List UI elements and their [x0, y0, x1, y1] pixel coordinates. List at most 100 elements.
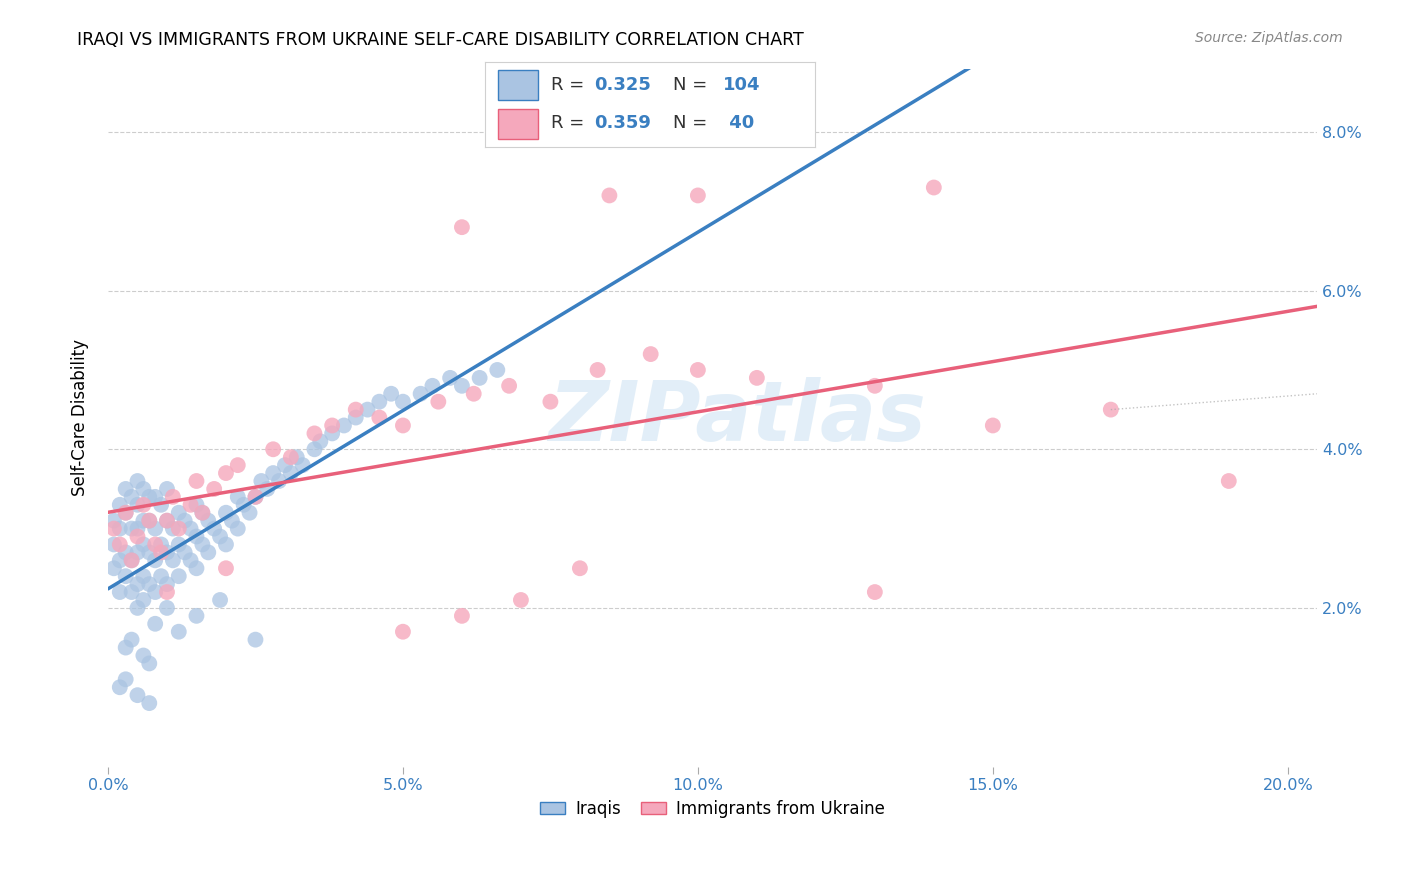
Point — [285, 450, 308, 465]
Point — [356, 402, 378, 417]
Point — [221, 514, 243, 528]
Text: IRAQI VS IMMIGRANTS FROM UKRAINE SELF-CARE DISABILITY CORRELATION CHART: IRAQI VS IMMIGRANTS FROM UKRAINE SELF-CA… — [77, 31, 804, 49]
Point — [138, 545, 160, 559]
Point — [202, 522, 225, 536]
Point — [215, 537, 238, 551]
Point — [132, 593, 155, 607]
Point — [162, 522, 184, 536]
Text: R =: R = — [551, 77, 591, 95]
Point — [686, 363, 709, 377]
Point — [863, 585, 886, 599]
Text: 0.359: 0.359 — [595, 114, 651, 132]
Point — [127, 545, 149, 559]
Point — [143, 522, 166, 536]
Point — [226, 458, 249, 472]
Point — [114, 640, 136, 655]
Text: 0.325: 0.325 — [595, 77, 651, 95]
Point — [162, 553, 184, 567]
Point — [180, 498, 202, 512]
Point — [167, 522, 190, 536]
Point — [304, 426, 326, 441]
Point — [143, 537, 166, 551]
Point — [114, 506, 136, 520]
Point — [127, 688, 149, 702]
Point — [215, 506, 238, 520]
Point — [173, 514, 195, 528]
Point — [368, 410, 391, 425]
Point — [108, 585, 131, 599]
Point — [114, 569, 136, 583]
Point — [226, 490, 249, 504]
Point — [291, 458, 314, 472]
Point — [191, 506, 214, 520]
Text: 104: 104 — [723, 77, 761, 95]
Point — [321, 426, 343, 441]
Point — [156, 514, 179, 528]
Point — [103, 514, 125, 528]
Point — [121, 553, 143, 567]
Point — [186, 474, 208, 488]
Point — [409, 386, 432, 401]
Point — [191, 506, 214, 520]
Point — [138, 696, 160, 710]
Point — [439, 371, 461, 385]
Point — [463, 386, 485, 401]
Point — [156, 514, 179, 528]
Point — [127, 474, 149, 488]
Point — [309, 434, 332, 449]
Point — [745, 371, 768, 385]
Point — [422, 379, 444, 393]
Point — [321, 418, 343, 433]
Point — [150, 498, 173, 512]
Point — [1099, 402, 1122, 417]
Point — [202, 482, 225, 496]
Point — [274, 458, 297, 472]
Point — [127, 601, 149, 615]
Text: N =: N = — [673, 77, 713, 95]
Point — [138, 577, 160, 591]
Point — [186, 529, 208, 543]
Legend: Iraqis, Immigrants from Ukraine: Iraqis, Immigrants from Ukraine — [534, 793, 891, 824]
Point — [392, 624, 415, 639]
Point — [498, 379, 520, 393]
Point — [121, 585, 143, 599]
Point — [232, 498, 254, 512]
Point — [451, 379, 474, 393]
Point — [538, 394, 561, 409]
Point — [267, 474, 290, 488]
Point — [262, 442, 284, 457]
Point — [114, 506, 136, 520]
Text: N =: N = — [673, 114, 713, 132]
Point — [863, 379, 886, 393]
Point — [262, 466, 284, 480]
Point — [132, 648, 155, 663]
Point — [143, 490, 166, 504]
Point — [368, 394, 391, 409]
Point — [167, 624, 190, 639]
Point — [138, 657, 160, 671]
Point — [197, 545, 219, 559]
Point — [186, 498, 208, 512]
Point — [238, 506, 260, 520]
Point — [143, 616, 166, 631]
Point — [121, 632, 143, 647]
Point — [304, 442, 326, 457]
Point — [103, 522, 125, 536]
Point — [568, 561, 591, 575]
Point — [245, 490, 267, 504]
Point — [167, 537, 190, 551]
Point — [686, 188, 709, 202]
Point — [245, 490, 267, 504]
Point — [392, 418, 415, 433]
Point — [108, 498, 131, 512]
Point — [981, 418, 1004, 433]
Point — [138, 490, 160, 504]
Point — [132, 514, 155, 528]
Point — [215, 561, 238, 575]
Point — [121, 490, 143, 504]
Point — [127, 498, 149, 512]
Text: ZIPatlas: ZIPatlas — [548, 377, 925, 458]
Point — [114, 673, 136, 687]
Point — [132, 482, 155, 496]
Point — [132, 569, 155, 583]
